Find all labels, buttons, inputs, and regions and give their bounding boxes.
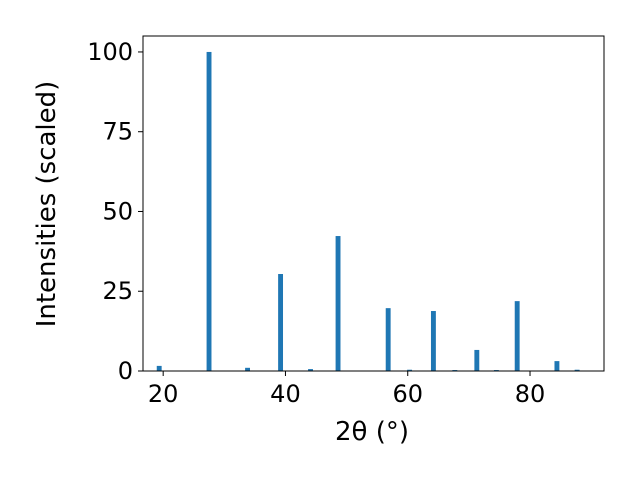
bar: [514, 301, 520, 371]
y-tick-label: 100: [87, 38, 133, 66]
bar: [574, 369, 580, 371]
bar: [245, 367, 250, 371]
x-tick-label: 80: [515, 380, 546, 408]
bar: [335, 236, 341, 371]
bar: [156, 365, 162, 371]
bar: [308, 369, 313, 371]
bar: [206, 51, 212, 371]
y-tick-label: 50: [102, 197, 133, 225]
x-tick-label: 60: [392, 380, 423, 408]
y-tick-label: 25: [102, 277, 133, 305]
plot-frame: [142, 35, 605, 372]
bar: [554, 361, 560, 371]
bar: [407, 369, 413, 371]
y-tick-label: 0: [118, 357, 133, 385]
x-axis-label: 2θ (°): [335, 417, 409, 447]
x-tick-label: 20: [148, 380, 179, 408]
bar: [430, 311, 436, 371]
bar: [385, 308, 391, 371]
bar: [474, 349, 480, 371]
y-tick-label: 75: [102, 118, 133, 146]
bar: [278, 274, 284, 371]
x-tick-label: 40: [270, 380, 301, 408]
y-axis-label: Intensities (scaled): [32, 81, 62, 328]
